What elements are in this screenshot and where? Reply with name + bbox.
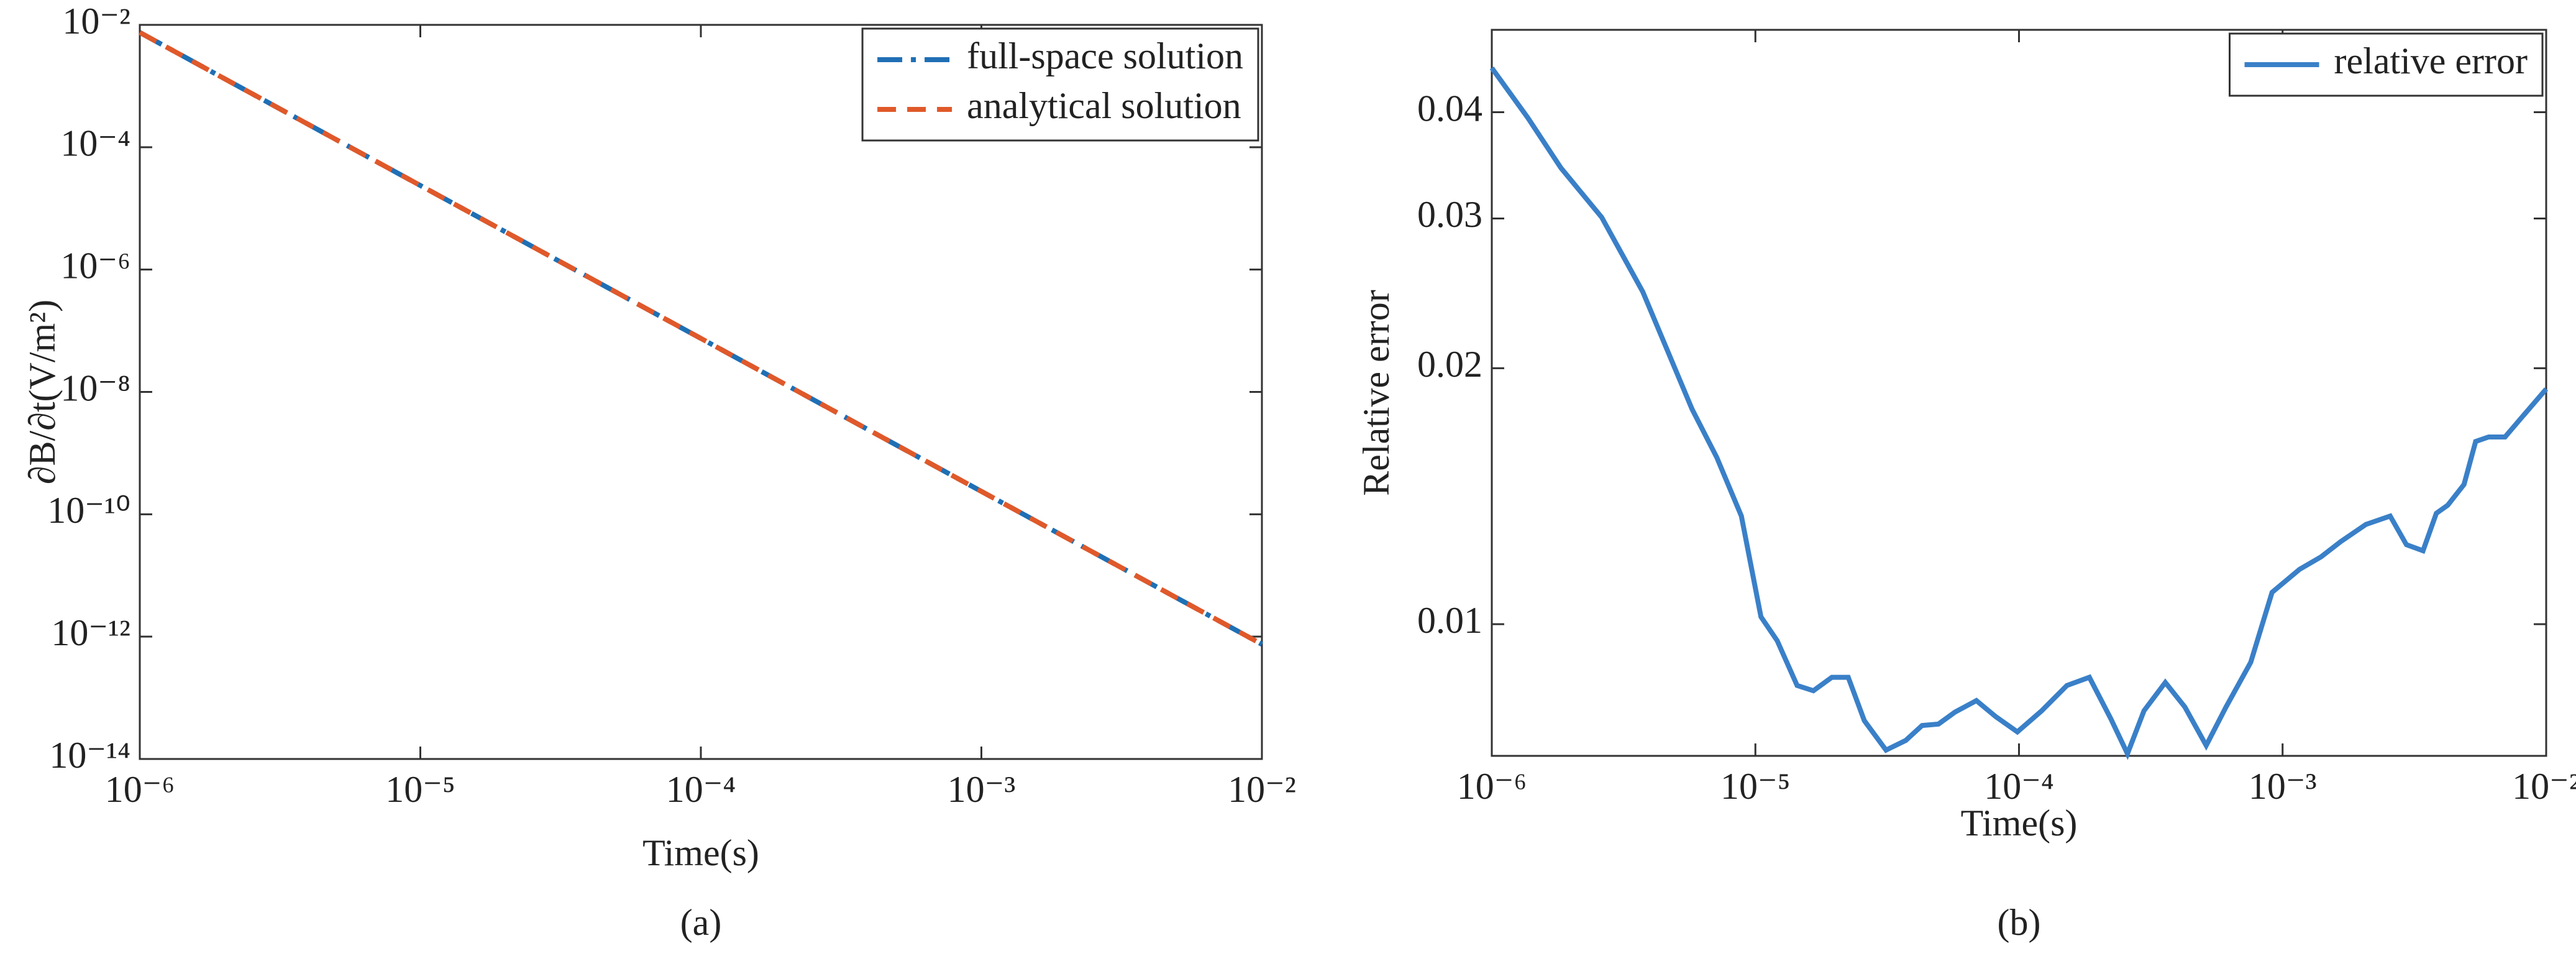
y-axis-label: ∂B/∂t(V/m²) xyxy=(22,300,63,484)
x-tick-label: 10⁻⁵ xyxy=(385,769,455,810)
y-axis-label: Relative error xyxy=(1356,290,1397,496)
y-tick-label: 0.02 xyxy=(1417,344,1482,385)
y-tick-label: 10⁻¹⁰ xyxy=(47,490,130,531)
y-tick-label: 10⁻⁸ xyxy=(60,367,130,408)
legend-label: full-space solution xyxy=(967,35,1243,76)
legend-label: relative error xyxy=(2334,40,2528,81)
y-tick-label: 0.01 xyxy=(1417,600,1482,641)
legend-label: analytical solution xyxy=(967,85,1241,126)
x-tick-label: 10⁻⁴ xyxy=(1984,766,2054,807)
caption: (b) xyxy=(1998,902,2041,943)
y-tick-label: 10⁻¹² xyxy=(51,612,130,653)
data-line xyxy=(139,30,1263,647)
y-tick-label: 0.03 xyxy=(1417,194,1482,235)
y-tick-label: 10⁻⁶ xyxy=(60,245,130,286)
x-tick-label: 10⁻³ xyxy=(948,769,1016,810)
x-tick-label: 10⁻⁴ xyxy=(666,769,736,810)
y-tick-label: 10⁻¹⁴ xyxy=(49,735,130,776)
x-tick-label: 10⁻² xyxy=(1228,769,1296,810)
x-axis-label: Time(s) xyxy=(1961,802,2078,844)
x-tick-label: 10⁻² xyxy=(2512,766,2576,807)
caption: (a) xyxy=(680,902,722,943)
y-tick-label: 0.04 xyxy=(1417,88,1482,129)
plot-frame xyxy=(1491,29,2547,757)
y-tick-label: 10⁻² xyxy=(62,1,130,42)
legend-box xyxy=(861,27,1259,142)
x-tick-label: 10⁻⁵ xyxy=(1720,766,1791,807)
x-tick-label: 10⁻⁶ xyxy=(1457,766,1527,807)
x-tick-label: 10⁻⁶ xyxy=(105,769,175,810)
x-axis-label: Time(s) xyxy=(642,832,759,873)
y-tick-label: 10⁻⁴ xyxy=(60,123,130,164)
data-line xyxy=(1489,66,2549,760)
x-tick-label: 10⁻³ xyxy=(2249,766,2317,807)
